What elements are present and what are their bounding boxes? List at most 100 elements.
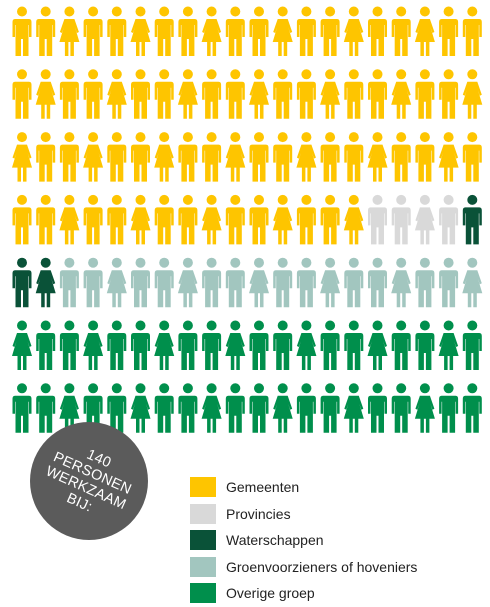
legend-item-waterschappen: Waterschappen [190, 527, 417, 554]
person-icon-gemeenten [36, 194, 56, 245]
legend-item-overige: Overige groep [190, 580, 417, 607]
person-icon-gemeenten [367, 132, 388, 182]
person-icon-groenvoorzieners-of-hoveniers [391, 257, 412, 308]
person-icon-gemeenten [272, 6, 293, 56]
person-icon-gemeenten [201, 6, 222, 56]
person-icon-groenvoorzieners-of-hoveniers [320, 257, 341, 308]
person-icon-groenvoorzieners-of-hoveniers [59, 257, 79, 308]
person-icon-gemeenten [225, 194, 245, 245]
legend-item-gemeenten: Gemeenten [190, 474, 417, 501]
legend-label-provincies: Provincies [226, 505, 291, 522]
person-icon-gemeenten [415, 69, 435, 119]
person-icon-gemeenten [249, 132, 269, 182]
person-icon-gemeenten [225, 132, 246, 182]
person-icon-gemeenten [320, 132, 340, 182]
person-icon-gemeenten [59, 132, 79, 182]
person-icon-overige-groep [296, 320, 317, 370]
person-icon-gemeenten [12, 132, 32, 182]
person-icon-gemeenten [296, 69, 316, 119]
person-icon-groenvoorzieners-of-hoveniers [415, 257, 435, 308]
person-icon-gemeenten [320, 194, 340, 245]
person-icon-overige-groep [59, 383, 80, 433]
person-icon-gemeenten [107, 6, 127, 56]
legend-item-provincies: Provincies [190, 501, 417, 528]
person-icon-gemeenten [106, 69, 127, 119]
person-icon-overige-groep [249, 383, 269, 433]
person-icon-gemeenten [154, 69, 174, 119]
person-icon-gemeenten [439, 6, 459, 56]
person-icon-groenvoorzieners-of-hoveniers [296, 257, 316, 308]
person-icon-gemeenten [462, 69, 483, 119]
person-icon-gemeenten [344, 132, 364, 182]
person-icon-overige-groep [344, 320, 364, 370]
person-icon-overige-groep [272, 383, 293, 433]
person-icon-gemeenten [131, 69, 150, 119]
person-icon-gemeenten [202, 69, 222, 119]
person-icon-gemeenten [438, 132, 459, 182]
person-icon-provincies [414, 194, 435, 245]
person-icon-gemeenten [368, 6, 387, 56]
person-icon-gemeenten [296, 194, 316, 245]
person-icon-groenvoorzieners-of-hoveniers [225, 257, 245, 308]
person-icon-gemeenten [225, 69, 245, 119]
person-icon-overige-groep [12, 320, 32, 370]
person-icon-overige-groep [59, 320, 79, 370]
legend-item-groenvoorzieners: Groenvoorzieners of hoveniers [190, 554, 417, 581]
person-icon-gemeenten [391, 132, 411, 182]
person-icon-waterschappen [35, 257, 56, 308]
legend-label-overige: Overige groep [226, 585, 315, 602]
person-icon-gemeenten [273, 132, 293, 182]
person-icon-overige-groep [368, 383, 387, 433]
person-icon-waterschappen [462, 194, 482, 245]
person-icon-groenvoorzieners-of-hoveniers [439, 257, 459, 308]
person-icon-gemeenten [201, 194, 222, 245]
person-icon-provincies [391, 194, 411, 245]
person-icon-gemeenten [107, 132, 127, 182]
person-icon-overige-groep [36, 383, 56, 433]
person-icon-overige-groep [439, 383, 459, 433]
person-icon-gemeenten [83, 6, 103, 56]
person-icon-groenvoorzieners-of-hoveniers [83, 257, 103, 308]
person-icon-gemeenten [83, 194, 103, 245]
person-icon-gemeenten [178, 6, 198, 56]
person-icon-gemeenten [83, 132, 104, 182]
person-icon-overige-groep [12, 383, 32, 433]
person-icon-provincies [368, 194, 387, 245]
person-icon-groenvoorzieners-of-hoveniers [131, 257, 150, 308]
person-icon-gemeenten [36, 6, 56, 56]
person-icon-overige-groep [225, 383, 245, 433]
person-icon-groenvoorzieners-of-hoveniers [106, 257, 127, 308]
person-icon-gemeenten [249, 194, 269, 245]
person-icon-gemeenten [296, 132, 317, 182]
person-icon-overige-groep [178, 320, 198, 370]
person-icon-gemeenten [462, 6, 482, 56]
person-icon-gemeenten [83, 69, 103, 119]
legend-swatch-groenvoorzieners [190, 556, 216, 577]
person-icon-overige-groep [438, 320, 459, 370]
legend-swatch-overige [190, 583, 216, 604]
person-icon-gemeenten [130, 6, 151, 56]
person-icon-overige-groep [391, 320, 411, 370]
person-icon-gemeenten [154, 6, 174, 56]
person-icon-groenvoorzieners-of-hoveniers [177, 257, 198, 308]
legend-swatch-waterschappen [190, 530, 216, 551]
person-icon-groenvoorzieners-of-hoveniers [202, 257, 222, 308]
person-icon-overige-groep [202, 320, 222, 370]
person-icon-gemeenten [12, 69, 32, 119]
legend: Gemeenten Provincies Waterschappen Groen… [190, 474, 417, 607]
legend-label-groenvoorzieners: Groenvoorzieners of hoveniers [226, 558, 418, 575]
person-icon-overige-groep [367, 320, 388, 370]
badge-text: 140 PERSONEN WERKZAAM BIJ: [37, 434, 142, 528]
legend-swatch-gemeenten [190, 477, 216, 498]
person-icon-provincies [439, 194, 459, 245]
person-icon-gemeenten [343, 194, 364, 245]
person-icon-overige-groep [36, 320, 56, 370]
person-icon-overige-groep [154, 320, 175, 370]
person-icon-overige-groep [107, 383, 127, 433]
legend-label-waterschappen: Waterschappen [226, 532, 324, 549]
person-icon-overige-groep [225, 320, 246, 370]
person-icon-gemeenten [225, 6, 245, 56]
person-icon-gemeenten [36, 132, 56, 182]
person-icon-gemeenten [439, 69, 459, 119]
person-icon-groenvoorzieners-of-hoveniers [249, 257, 269, 308]
